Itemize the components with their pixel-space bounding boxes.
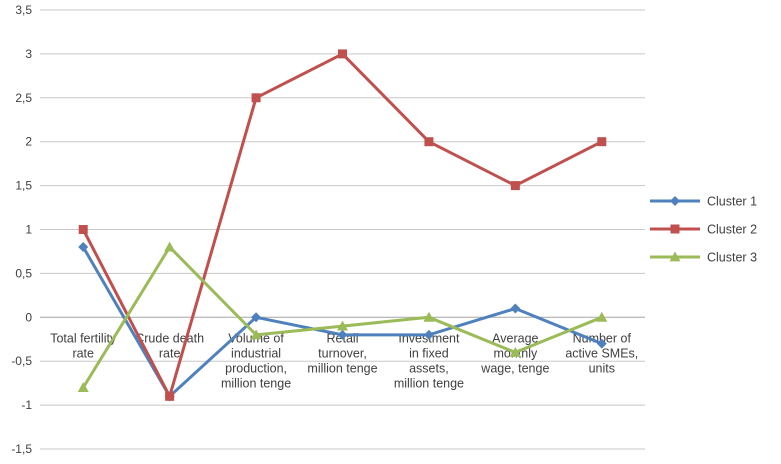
y-tick-label: -0,5 [11, 354, 32, 368]
legend-label: Cluster 2 [707, 223, 757, 237]
y-tick-label: 2,5 [15, 91, 32, 105]
legend-marker [670, 196, 680, 206]
x-tick-label: Volume of industrial production, million te… [221, 331, 291, 390]
x-tick-label: Number of active SMEs, units [565, 331, 638, 375]
data-point [596, 338, 607, 349]
y-tick-label: 1,5 [15, 179, 32, 193]
legend: Cluster 1 Cluster 2 Cluster 3 [650, 195, 757, 265]
y-tick-label: 3,5 [15, 3, 32, 17]
legend-label: Cluster 1 [707, 195, 757, 209]
data-point [77, 382, 89, 392]
legend-marker [669, 251, 681, 262]
data-point [596, 311, 608, 322]
data-point [251, 312, 262, 323]
data-point [250, 329, 262, 340]
data-point [338, 49, 347, 59]
data-point [597, 137, 607, 147]
series-2 [78, 49, 607, 401]
data-point [337, 329, 348, 340]
legend-item: Cluster 3 [650, 251, 757, 265]
legend-marker [670, 224, 680, 234]
x-tick-label: Total fertility rate [50, 331, 117, 360]
y-tick-label: 1 [25, 223, 32, 237]
y-tick-label: 0,5 [15, 266, 32, 280]
data-point [510, 303, 521, 314]
data-point [424, 137, 434, 147]
legend-label: Cluster 3 [707, 251, 757, 265]
data-point [78, 242, 89, 253]
data-point [164, 241, 176, 252]
data-point [423, 329, 434, 340]
y-axis: 3,5 3 2,5 2 1,5 1 0,5 0 -0,5 -1 -1,5 [11, 3, 32, 456]
series-layer [77, 49, 608, 402]
data-point [165, 391, 175, 401]
legend-item: Cluster 2 [650, 223, 757, 237]
data-point [251, 93, 261, 103]
data-point [510, 181, 520, 191]
y-tick-label: 3 [25, 47, 32, 61]
legend-item: Cluster 1 [650, 195, 757, 209]
y-tick-label: 0 [25, 310, 32, 324]
gridlines [40, 9, 645, 450]
data-point [78, 225, 88, 234]
y-tick-label: 2 [25, 135, 32, 149]
y-tick-label: -1 [21, 398, 32, 412]
data-point [423, 311, 435, 322]
data-point [509, 346, 521, 357]
series-3 [77, 241, 608, 392]
y-tick-label: -1,5 [11, 442, 32, 456]
data-point [337, 320, 348, 331]
